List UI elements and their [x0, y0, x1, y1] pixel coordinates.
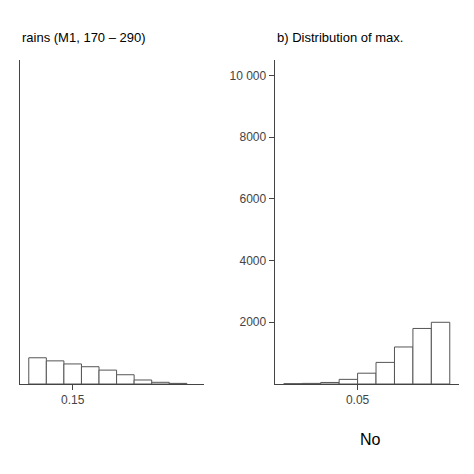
svg-text:6000: 6000 — [240, 192, 267, 206]
svg-text:4000: 4000 — [240, 254, 267, 268]
svg-text:0.05: 0.05 — [346, 393, 370, 407]
svg-text:0.15: 0.15 — [61, 393, 85, 407]
svg-text:rains (M1, 170 – 290): rains (M1, 170 – 290) — [22, 30, 146, 45]
svg-text:2000: 2000 — [240, 315, 267, 329]
svg-text:10 000: 10 000 — [230, 69, 267, 83]
svg-text:No: No — [360, 431, 381, 448]
svg-text:8000: 8000 — [240, 130, 267, 144]
svg-text:b) Distribution of max.: b) Distribution of max. — [277, 30, 403, 45]
